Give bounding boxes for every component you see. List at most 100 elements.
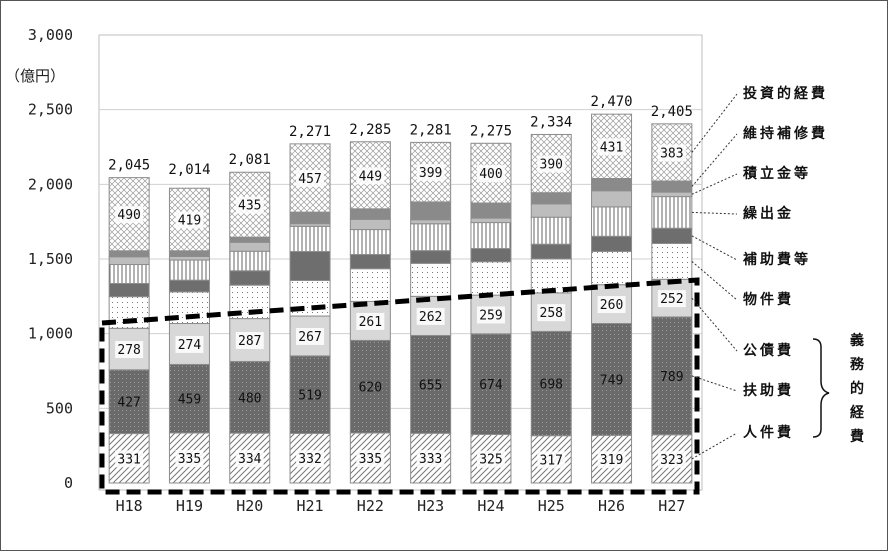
segment-label: 278 — [117, 343, 140, 358]
segment-label: 490 — [117, 208, 140, 223]
bar-segment — [591, 235, 633, 252]
segment-label-bg — [296, 327, 325, 345]
legend-label: 補助費等 — [742, 251, 811, 268]
legend-label: 維持補修費 — [743, 125, 828, 142]
x-tick-label: H21 — [297, 497, 324, 515]
leader-line — [691, 93, 738, 153]
bar-segment — [591, 178, 633, 192]
segment-label-bg — [356, 449, 385, 467]
segment-label-bg — [597, 296, 626, 314]
bar-segment — [229, 236, 271, 243]
legend-label: 公債費 — [743, 342, 794, 359]
bar-segment — [289, 355, 331, 434]
segment-label-bg — [296, 169, 325, 187]
legend-label: 積立金等 — [742, 165, 811, 182]
bar-segment — [530, 203, 572, 218]
bar-segment — [651, 242, 693, 280]
x-tick-label: H26 — [598, 497, 625, 515]
x-tick-label: H19 — [176, 497, 203, 515]
segment-label: 427 — [117, 396, 140, 411]
segment-label: 620 — [359, 381, 382, 396]
segment-label-bg — [115, 341, 144, 359]
legend-label: 投資的経費 — [743, 85, 828, 102]
segment-label: 674 — [479, 378, 503, 393]
segment-label-bg — [115, 450, 144, 468]
segment-label: 390 — [540, 158, 563, 173]
bar-segment — [591, 190, 633, 208]
total-label: 2,405 — [651, 104, 693, 120]
segment-label-bg — [235, 450, 264, 468]
x-tick-label: H18 — [116, 497, 143, 515]
bar-segment — [229, 241, 271, 252]
legend-label: 扶助費 — [743, 382, 794, 399]
bar-segment — [229, 270, 271, 286]
segment-label: 333 — [419, 452, 442, 467]
x-tick-label: H23 — [417, 497, 444, 515]
bar-segment — [168, 259, 210, 281]
leader-line — [691, 261, 738, 301]
segment-label-bg — [356, 312, 385, 330]
bar-segment — [108, 256, 150, 266]
segment-label: 749 — [600, 373, 623, 388]
segment-label: 435 — [238, 199, 261, 214]
bar-segment — [410, 262, 452, 297]
segment-label-bg — [416, 450, 445, 468]
segment-label: 252 — [660, 292, 683, 307]
segment-label: 457 — [298, 172, 321, 187]
bar-segment — [530, 192, 572, 205]
segment-label: 335 — [359, 452, 382, 467]
total-label: 2,275 — [470, 123, 512, 139]
segment-label-bg — [657, 290, 686, 308]
leader-line — [691, 173, 738, 195]
segment-label-bg — [175, 335, 204, 353]
leader-line — [691, 133, 738, 187]
segment-label-bg — [537, 155, 566, 173]
bar-segment — [591, 206, 633, 237]
legend-label: 物件費 — [743, 291, 794, 308]
bars — [108, 113, 693, 484]
segment-label-bg — [356, 167, 385, 185]
segment-label-bg — [175, 211, 204, 229]
y-tick-label: 500 — [46, 399, 73, 417]
segment-label: 317 — [540, 453, 563, 468]
bar-segment — [470, 333, 512, 435]
bar-segment — [229, 250, 271, 272]
bar-segment — [470, 202, 512, 219]
segment-label-bg — [476, 165, 505, 183]
segment-label: 449 — [359, 169, 382, 184]
segment-label-bg — [597, 451, 626, 469]
segment-label-bg — [537, 451, 566, 469]
unit-label: （億円） — [5, 67, 65, 85]
x-tick-label: H20 — [236, 497, 263, 515]
bar-segment — [591, 323, 633, 436]
total-label: 2,045 — [108, 158, 150, 174]
segment-label: 332 — [298, 452, 321, 467]
segment-label: 319 — [600, 453, 623, 468]
y-tick-label: 1,500 — [28, 250, 73, 268]
bar-segment — [108, 282, 150, 298]
segment-label-bg — [537, 304, 566, 322]
segment-label: 274 — [178, 338, 202, 353]
segment-label: 655 — [419, 378, 442, 393]
segment-label: 698 — [540, 378, 563, 393]
bar-segment — [651, 180, 693, 193]
bracket-label-char: 経 — [850, 404, 865, 421]
segment-label-bg — [657, 450, 686, 468]
bracket-label-char: 義 — [850, 332, 864, 349]
segment-label: 287 — [238, 334, 261, 349]
bar-segment — [108, 250, 150, 258]
total-labels: 2,045 2,014 2,081 2,271 2,285 2,281 2,275 2,334… — [108, 94, 693, 178]
segment-label: 262 — [419, 310, 442, 325]
bar-segment — [470, 217, 512, 224]
y-tick-label: 3,000 — [28, 26, 73, 44]
y-tick-label: 2,500 — [28, 101, 73, 119]
segment-label: 260 — [600, 298, 623, 313]
bar-segment — [651, 196, 693, 229]
bar-segment — [530, 330, 572, 437]
segment-label-bg — [476, 306, 505, 324]
leader-line — [691, 297, 738, 352]
segment-label: 261 — [359, 315, 382, 330]
bar-segment — [651, 191, 693, 198]
y-tick-label: 1,000 — [28, 325, 73, 343]
